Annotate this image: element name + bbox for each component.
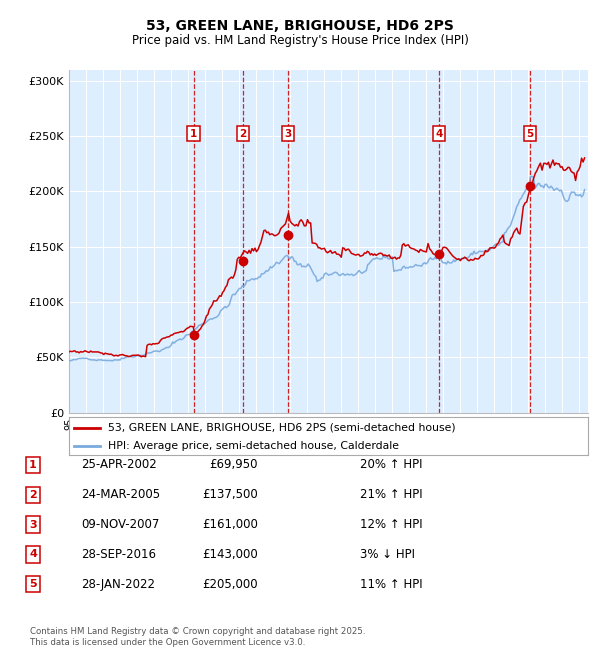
Text: Contains HM Land Registry data © Crown copyright and database right 2025.
This d: Contains HM Land Registry data © Crown c… (30, 627, 365, 647)
Text: 4: 4 (29, 549, 37, 560)
Text: £143,000: £143,000 (202, 548, 258, 561)
Text: 3: 3 (29, 519, 37, 530)
Text: 21% ↑ HPI: 21% ↑ HPI (360, 488, 422, 501)
Text: 2: 2 (29, 489, 37, 500)
Text: 20% ↑ HPI: 20% ↑ HPI (360, 458, 422, 471)
Text: 11% ↑ HPI: 11% ↑ HPI (360, 578, 422, 591)
Text: 5: 5 (29, 579, 37, 590)
Text: 5: 5 (526, 129, 533, 138)
Text: 3% ↓ HPI: 3% ↓ HPI (360, 548, 415, 561)
Text: 53, GREEN LANE, BRIGHOUSE, HD6 2PS: 53, GREEN LANE, BRIGHOUSE, HD6 2PS (146, 20, 454, 34)
Text: £205,000: £205,000 (202, 578, 258, 591)
Text: 53, GREEN LANE, BRIGHOUSE, HD6 2PS (semi-detached house): 53, GREEN LANE, BRIGHOUSE, HD6 2PS (semi… (108, 423, 455, 433)
Text: 28-JAN-2022: 28-JAN-2022 (81, 578, 155, 591)
Text: 09-NOV-2007: 09-NOV-2007 (81, 518, 160, 531)
Text: 2: 2 (239, 129, 247, 138)
Text: 1: 1 (29, 460, 37, 470)
Text: 4: 4 (436, 129, 443, 138)
Text: £161,000: £161,000 (202, 518, 258, 531)
Text: £137,500: £137,500 (202, 488, 258, 501)
Text: 1: 1 (190, 129, 197, 138)
Text: 24-MAR-2005: 24-MAR-2005 (81, 488, 160, 501)
Text: 28-SEP-2016: 28-SEP-2016 (81, 548, 156, 561)
Text: 25-APR-2002: 25-APR-2002 (81, 458, 157, 471)
Text: 3: 3 (284, 129, 292, 138)
Text: £69,950: £69,950 (209, 458, 258, 471)
Text: Price paid vs. HM Land Registry's House Price Index (HPI): Price paid vs. HM Land Registry's House … (131, 34, 469, 47)
Text: HPI: Average price, semi-detached house, Calderdale: HPI: Average price, semi-detached house,… (108, 441, 399, 450)
Text: 12% ↑ HPI: 12% ↑ HPI (360, 518, 422, 531)
